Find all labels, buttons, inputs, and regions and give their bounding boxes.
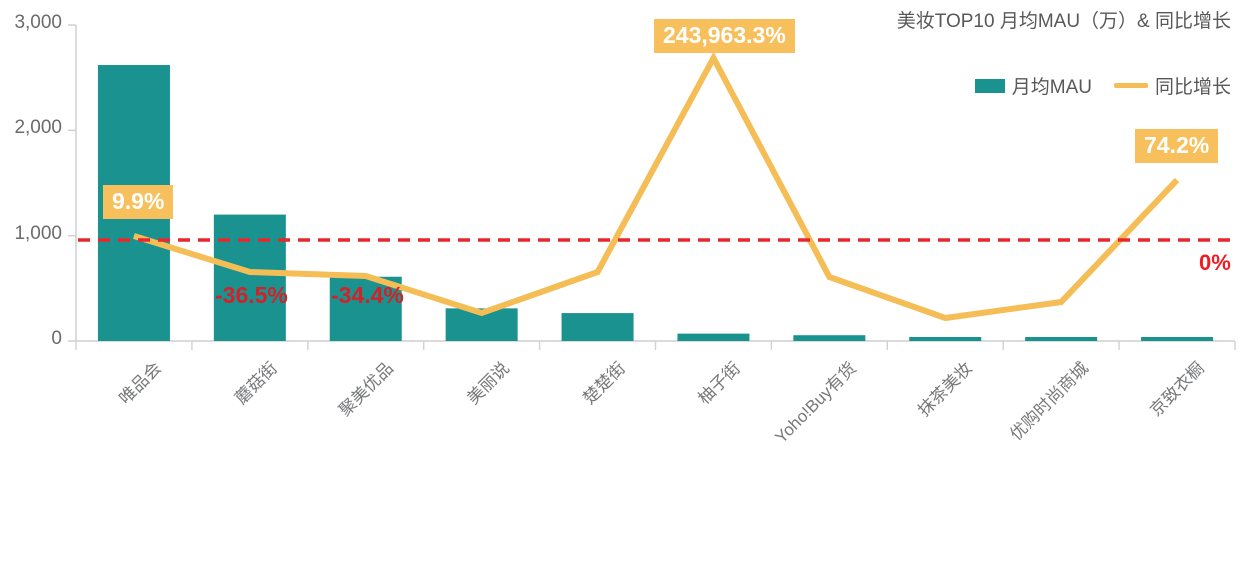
legend-label-mau: 月均MAU xyxy=(1011,77,1092,98)
bar-6[interactable] xyxy=(677,333,750,341)
bar-10[interactable] xyxy=(1141,337,1214,341)
bar-7[interactable] xyxy=(793,335,866,341)
growth-line[interactable] xyxy=(133,51,1180,322)
data-label-9-9: 9.9% xyxy=(103,185,174,220)
data-label-74-2: 74.2% xyxy=(1135,129,1219,164)
data-label-36-5: -36.5% xyxy=(215,282,288,308)
data-label-34-4: -34.4% xyxy=(331,282,404,308)
y-axis-tick-label-3,000: 3,000 xyxy=(14,12,62,33)
y-axis-tick-label-2,000: 2,000 xyxy=(14,117,62,139)
chart-legend: 月均MAU 同比增长 xyxy=(974,72,1231,99)
legend-label-growth: 同比增长 xyxy=(1154,77,1231,98)
y-axis xyxy=(68,24,77,342)
data-label-243963-3: 243,963.3% xyxy=(654,19,795,54)
bar-3[interactable] xyxy=(329,276,402,341)
x-axis-ticks xyxy=(75,341,1236,350)
bar-swatch-icon xyxy=(974,78,1005,93)
bar-5[interactable] xyxy=(561,313,634,341)
y-axis-tick-label-0: 0 xyxy=(51,328,62,349)
bar-9[interactable] xyxy=(1025,337,1098,341)
legend-item-growth[interactable]: 同比增长 xyxy=(1113,72,1231,99)
chart-title: 美妆TOP10 月均MAU（万）& 同比增长 xyxy=(896,11,1231,32)
zero-percent-label: 0% xyxy=(1199,250,1231,275)
bar-8[interactable] xyxy=(909,337,982,341)
line-swatch-icon xyxy=(1113,83,1148,88)
y-axis-tick-label-1,000: 1,000 xyxy=(14,222,62,244)
bar-2[interactable] xyxy=(213,214,286,341)
legend-item-mau[interactable]: 月均MAU xyxy=(974,72,1092,99)
